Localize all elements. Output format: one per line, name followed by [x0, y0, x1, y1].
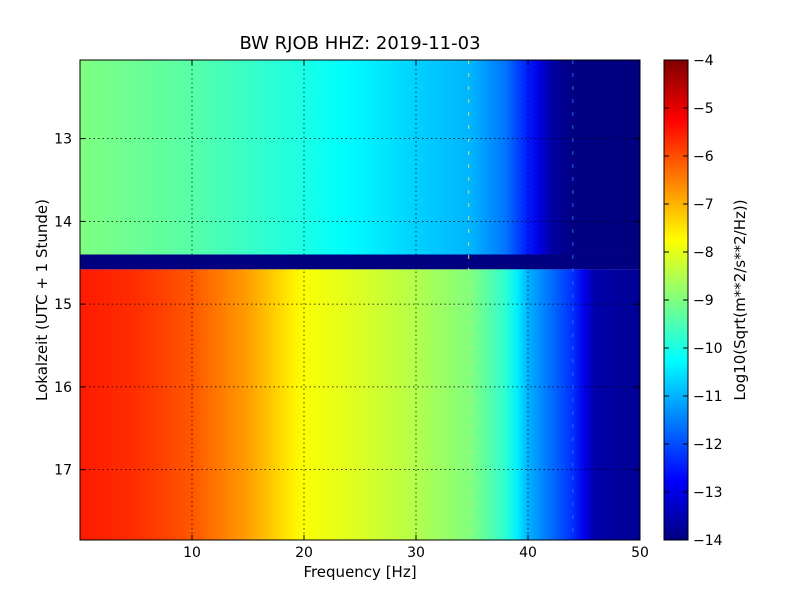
- chart-title: BW RJOB HHZ: 2019-11-03: [239, 33, 480, 54]
- colorbar-label: Log10(Sqrt(m**2/s**2/Hz)): [731, 199, 749, 400]
- x-tick-label: 50: [631, 545, 649, 561]
- colorbar-tick-label: −5: [693, 101, 714, 117]
- colorbar-tick-label: −12: [693, 437, 723, 453]
- y-tick-label: 16: [54, 380, 72, 396]
- colorbar-tick-label: −7: [693, 197, 714, 213]
- colorbar-tick-label: −8: [693, 245, 714, 261]
- y-tick-label: 15: [54, 297, 72, 313]
- y-tick-label: 14: [54, 214, 72, 230]
- colorbar-tick-label: −13: [693, 485, 723, 501]
- x-tick-label: 10: [183, 545, 201, 561]
- colorbar-tick-label: −14: [693, 533, 723, 549]
- heatmap-segment: [80, 269, 640, 540]
- y-tick-label: 17: [54, 463, 72, 479]
- y-axis-ticks: 13 14 15 16 17: [54, 132, 640, 479]
- x-axis-label: Frequency [Hz]: [303, 563, 416, 581]
- x-tick-label: 40: [519, 545, 537, 561]
- x-axis-ticks: 10 20 30 40 50: [183, 60, 649, 561]
- colorbar-tick-label: −9: [693, 293, 714, 309]
- y-tick-label: 13: [54, 132, 72, 148]
- heatmap-segment: [80, 60, 640, 255]
- colorbar-tick-label: −4: [693, 53, 714, 69]
- x-tick-label: 30: [407, 545, 425, 561]
- colorbar-tick-label: −6: [693, 149, 714, 165]
- heatmap: [80, 60, 640, 540]
- plot-frame: [79, 59, 641, 541]
- x-tick-label: 20: [295, 545, 313, 561]
- colorbar-tick-label: −11: [693, 389, 723, 405]
- colorbar-ticks: −4 −5 −6 −7 −8 −9 −10 −11 −12 −13 −14: [664, 53, 723, 549]
- colorbar-tick-label: −10: [693, 341, 723, 357]
- y-axis-label: Lokalzeit (UTC + 1 Stunde): [33, 199, 51, 401]
- heatmap-segment: [80, 254, 640, 270]
